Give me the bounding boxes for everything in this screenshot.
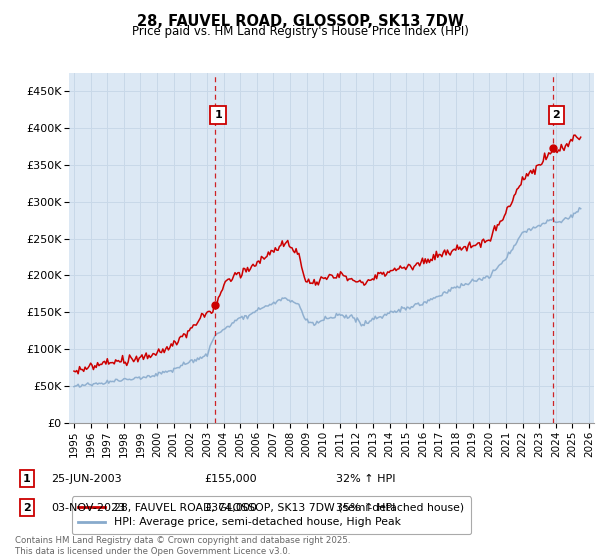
Text: 2: 2 [23, 503, 31, 513]
Text: 25-JUN-2003: 25-JUN-2003 [51, 474, 122, 484]
Text: Contains HM Land Registry data © Crown copyright and database right 2025.
This d: Contains HM Land Registry data © Crown c… [15, 536, 350, 556]
Text: 32% ↑ HPI: 32% ↑ HPI [336, 474, 395, 484]
Text: Price paid vs. HM Land Registry's House Price Index (HPI): Price paid vs. HM Land Registry's House … [131, 25, 469, 38]
Text: 1: 1 [214, 110, 222, 120]
Text: 35% ↑ HPI: 35% ↑ HPI [336, 503, 395, 513]
Text: 1: 1 [23, 474, 31, 484]
Text: 28, FAUVEL ROAD, GLOSSOP, SK13 7DW: 28, FAUVEL ROAD, GLOSSOP, SK13 7DW [137, 14, 463, 29]
Legend: 28, FAUVEL ROAD, GLOSSOP, SK13 7DW (semi-detached house), HPI: Average price, se: 28, FAUVEL ROAD, GLOSSOP, SK13 7DW (semi… [72, 497, 470, 534]
Text: £374,000: £374,000 [204, 503, 257, 513]
Text: £155,000: £155,000 [204, 474, 257, 484]
Text: 2: 2 [553, 110, 560, 120]
Text: 03-NOV-2023: 03-NOV-2023 [51, 503, 125, 513]
